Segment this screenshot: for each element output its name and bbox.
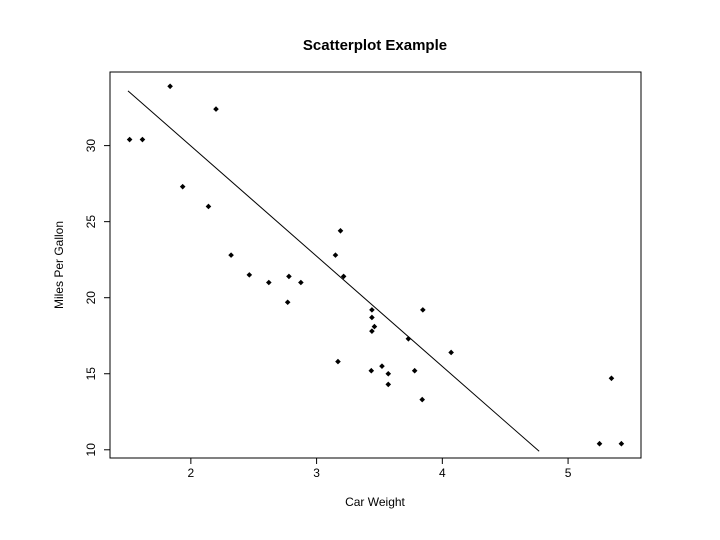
point (179, 183, 186, 190)
point (284, 299, 291, 306)
point (332, 252, 339, 258)
point (369, 328, 375, 334)
point (596, 440, 603, 447)
point (419, 396, 426, 403)
y-tick-label: 20 (84, 291, 98, 305)
point (420, 307, 426, 313)
y-axis-label: Miles Per Gallon (52, 221, 66, 309)
y-tick-label: 25 (84, 215, 98, 229)
x-tick-label: 2 (188, 466, 195, 480)
point (286, 273, 292, 280)
point (228, 252, 234, 258)
point (405, 335, 412, 342)
point (369, 314, 375, 321)
point (448, 349, 454, 356)
point (618, 440, 625, 447)
x-tick-label: 5 (565, 466, 572, 480)
point (385, 381, 392, 388)
fit-line (127, 90, 540, 452)
point (126, 136, 133, 143)
point (213, 106, 219, 112)
point (335, 358, 341, 365)
y-tick-label: 10 (84, 443, 98, 457)
point (167, 83, 173, 90)
point (371, 323, 378, 330)
point (608, 375, 615, 382)
point (368, 367, 375, 374)
point (298, 279, 304, 286)
y-tick-label: 15 (84, 367, 98, 381)
x-axis-label: Car Weight (345, 495, 405, 509)
point (205, 203, 212, 210)
point (385, 370, 392, 377)
point (246, 272, 253, 278)
plot-frame (109, 71, 642, 459)
chart-title: Scatterplot Example (303, 37, 447, 54)
point (369, 307, 375, 313)
point (266, 279, 272, 286)
point (340, 273, 347, 280)
y-tick-label: 30 (84, 139, 98, 153)
x-tick-label: 4 (439, 466, 446, 480)
x-tick-label: 3 (313, 466, 320, 480)
point (337, 227, 344, 234)
point (379, 363, 385, 369)
point (411, 367, 418, 374)
point (139, 136, 146, 143)
